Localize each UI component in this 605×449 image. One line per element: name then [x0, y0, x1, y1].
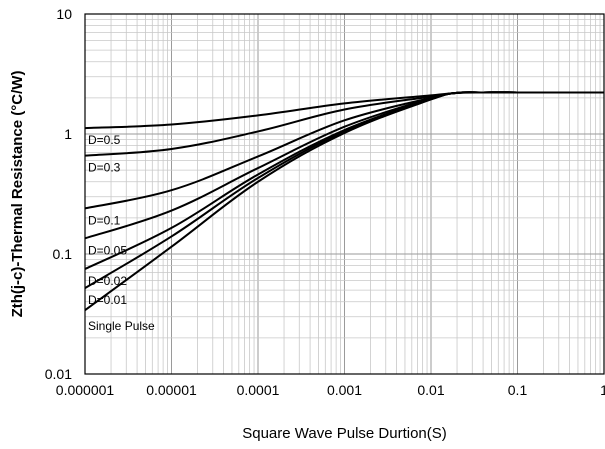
- curve-label-d-0-02: D=0.02: [88, 274, 127, 288]
- x-tick-label: 0.01: [417, 382, 444, 398]
- x-tick-label: 1: [600, 382, 605, 398]
- curve-label-d-0-5: D=0.5: [88, 133, 121, 147]
- y-tick-label: 0.01: [45, 366, 72, 382]
- y-tick-labels: 0.01 0.1 1 10: [45, 6, 72, 382]
- curve-label-d-0-3: D=0.3: [88, 161, 121, 175]
- y-tick-label: 10: [56, 6, 72, 22]
- x-tick-label: 0.1: [508, 382, 528, 398]
- x-tick-label: 0.001: [327, 382, 362, 398]
- y-axis-title-part-2: Thermal Resistance (°C/W): [9, 71, 26, 262]
- x-tick-label: 0.00001: [146, 382, 197, 398]
- curve-label-d-0-05: D=0.05: [88, 243, 127, 257]
- curves: [84, 91, 604, 312]
- curve-labels: D=0.5 D=0.3 D=0.1 D=0.05 D=0.02 D=0.01 Single …: [88, 133, 155, 333]
- curve-label-single-pulse: Single Pulse: [88, 319, 155, 333]
- y-tick-label: 1: [64, 126, 72, 142]
- plot-frame: [84, 13, 605, 375]
- y-axis-title-part-1: Zth(j-c)-: [9, 262, 26, 318]
- curve-label-d-0-01: D=0.01: [88, 293, 127, 307]
- x-tick-labels: 0.000001 0.00001 0.0001 0.001 0.01 0.1 1: [56, 382, 605, 398]
- y-axis-title: Zth(j-c)-Thermal Resistance (°C/W): [9, 71, 26, 318]
- x-tick-label: 0.000001: [56, 382, 115, 398]
- curve-label-d-0-1: D=0.1: [88, 213, 121, 227]
- x-tick-label: 0.0001: [237, 382, 280, 398]
- y-tick-label: 0.1: [53, 246, 73, 262]
- curve-single-pulse: [84, 91, 604, 312]
- x-axis-title: Square Wave Pulse Durtion(S): [242, 425, 447, 442]
- grid: [84, 13, 605, 375]
